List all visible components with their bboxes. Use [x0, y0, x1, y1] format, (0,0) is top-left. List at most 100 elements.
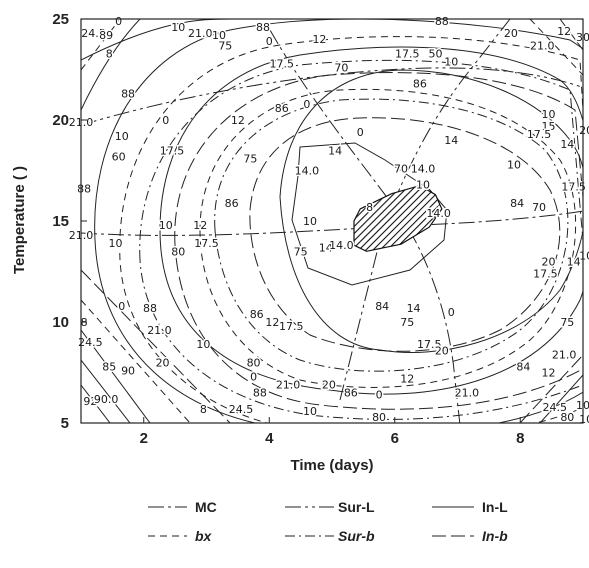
- contour-edge-7: [81, 19, 121, 71]
- contour-label: 0: [303, 98, 310, 111]
- contour-label: 10: [212, 29, 226, 42]
- contour-label: 10: [171, 21, 185, 34]
- contour-label: 17.5: [561, 181, 586, 194]
- contour-label: 20: [156, 356, 170, 369]
- contour-label: 24.5: [543, 401, 568, 414]
- contour-label: 21.0: [530, 39, 555, 52]
- y-tick-label: 25: [52, 11, 69, 28]
- contour-label: 8: [200, 403, 207, 416]
- contour-label: 24.5: [81, 27, 106, 40]
- x-tick-label: 4: [265, 430, 274, 447]
- contour-label: 75: [400, 316, 414, 329]
- x-axis-title: Time (days): [290, 457, 373, 474]
- contour-label: 88: [253, 387, 267, 400]
- contour-label: 21.0: [276, 379, 301, 392]
- contour-edge-9: [529, 19, 583, 76]
- contour-label: 10: [159, 219, 173, 232]
- y-tick-label: 5: [61, 415, 69, 432]
- contour-label: 0: [357, 126, 364, 139]
- contour-label: 80: [171, 245, 185, 258]
- contour-in-l-3: [94, 19, 583, 423]
- y-tick-label: 10: [52, 314, 69, 331]
- contour-label: 15: [541, 120, 555, 133]
- contour-label: 92: [83, 395, 97, 408]
- contour-label: 12: [193, 219, 207, 232]
- contour-label: 0: [162, 114, 169, 127]
- contour-label: 80: [372, 411, 386, 424]
- contour-edge-11: [519, 354, 583, 423]
- contour-in-b-2: [174, 72, 583, 410]
- legend: MC Sur-L In-L bx Sur-b In-b: [148, 499, 508, 544]
- contour-label: 14.0: [329, 239, 354, 252]
- contour-label: 10: [303, 405, 317, 418]
- contour-sur-b-2: [139, 59, 583, 420]
- contour-label: 80: [247, 356, 261, 369]
- contour-label: 20: [579, 124, 589, 137]
- contour-label: 21.0: [147, 324, 172, 337]
- contour-label: 24.5: [78, 336, 103, 349]
- contour-label: 8: [106, 47, 113, 60]
- contour-edge-6: [81, 19, 141, 111]
- contour-label: 14.0: [411, 162, 436, 175]
- contour-label: 88: [121, 88, 135, 101]
- y-tick-label: 20: [52, 112, 69, 129]
- contour-in-l-2: [159, 46, 583, 395]
- legend-item-bx: bx: [148, 528, 213, 544]
- contour-label: 0: [376, 389, 383, 402]
- contour-label: 70: [532, 201, 546, 214]
- contour-label: 14: [560, 138, 574, 151]
- contour-label: 60: [112, 150, 126, 163]
- contour-label: 20: [322, 379, 336, 392]
- contour-label: 17.5: [160, 144, 185, 157]
- contour-in-l-inner: [291, 142, 448, 286]
- contour-label: 20: [541, 255, 555, 268]
- contour-edge-10: [539, 374, 583, 423]
- contour-bx-1: [199, 88, 577, 388]
- contour-label: 88: [143, 302, 157, 315]
- contour-label: 75: [560, 316, 574, 329]
- legend-label-sur-b: Sur-b: [338, 528, 375, 544]
- contour-label: 0: [266, 35, 273, 48]
- legend-label-bx: bx: [195, 528, 213, 544]
- contour-label: 14.0: [295, 165, 320, 178]
- contour-label: 12: [557, 25, 571, 38]
- contour-label: 17.5: [194, 237, 219, 250]
- contour-label: 75: [294, 245, 308, 258]
- contour-label: 84: [375, 300, 389, 313]
- y-axis-title: Temperature ( ): [11, 166, 28, 274]
- contour-sur-b-1: [214, 98, 569, 372]
- contour-mc-1: [81, 210, 583, 236]
- contour-edge-2: [81, 359, 131, 423]
- contour-edge-1: [81, 329, 151, 423]
- contour-label: 10: [416, 179, 430, 192]
- contour-label: 21.0: [455, 387, 480, 400]
- contour-edge-8: [559, 19, 583, 51]
- contour-label: 10: [541, 108, 555, 121]
- x-axis-ticks: 2 4 6 8: [140, 417, 524, 447]
- contour-label: 10: [115, 130, 129, 143]
- contour-label: 24.5: [229, 403, 254, 416]
- contour-label: 21.0: [188, 27, 213, 40]
- contour-label: 84: [516, 360, 530, 373]
- contour-label: 14: [567, 255, 581, 268]
- contour-label: 17.5: [533, 268, 558, 281]
- contour-label: 0: [115, 15, 122, 28]
- contour-label: 10: [507, 158, 521, 171]
- contour-label: 88: [77, 183, 91, 196]
- contour-label: 17.5: [279, 320, 304, 333]
- contour-label: 12: [400, 373, 414, 386]
- contour-bx-2: [119, 36, 583, 423]
- contour-label: 14.0: [426, 207, 451, 220]
- legend-item-in-l: In-L: [432, 499, 508, 515]
- y-axis-ticks: 5 10 15 20 25: [52, 11, 87, 432]
- contour-label: 89: [99, 29, 113, 42]
- contour-label: 12: [265, 316, 279, 329]
- contour-label: 84: [510, 197, 524, 210]
- contour-label: 12: [312, 33, 326, 46]
- contour-label: 14: [328, 144, 342, 157]
- contour-label: 17.5: [527, 128, 552, 141]
- contour-label: 20: [504, 27, 518, 40]
- contour-label: 80: [560, 411, 574, 424]
